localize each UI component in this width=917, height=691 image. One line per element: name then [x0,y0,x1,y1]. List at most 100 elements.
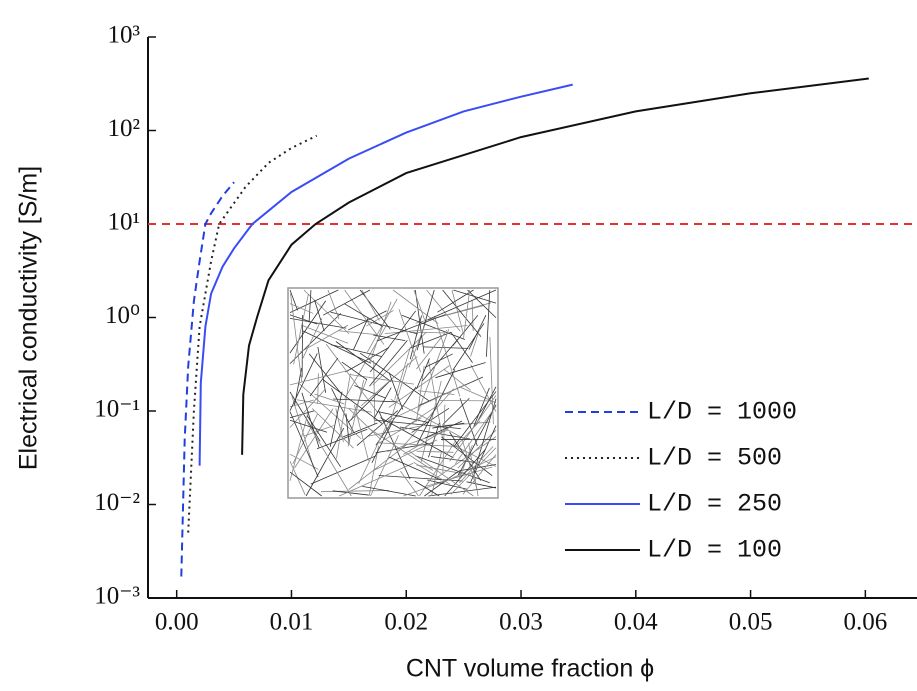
inset-fiber [413,289,425,320]
inset-fiber [301,315,304,378]
inset-fiber [467,289,497,319]
inset-fiber [289,410,309,481]
inset-fiber [359,289,391,330]
inset-fiber [303,289,350,335]
inset-fiber [372,334,406,342]
inset-fiber [371,421,393,463]
inset-fiber [398,309,422,373]
inset-fiber [416,289,435,351]
y-tick-label: 10⁻² [94,489,140,516]
inset-fiber [435,362,486,379]
inset-fiber [412,331,445,334]
inset-fiber [338,330,378,336]
inset-fiber [327,289,340,320]
inset-fiber [374,419,461,430]
inset-fiber [289,471,322,497]
inset-fiber [432,422,465,429]
inset-fiber [322,379,383,424]
inset-fiber [442,404,446,474]
inset-fiber [457,429,497,469]
inset-fiber [359,352,430,402]
inset-fiber [466,481,497,489]
inset-fiber [378,417,422,444]
inset-fiber [394,347,411,400]
inset-fiber [435,436,497,479]
inset-fiber [300,324,349,353]
inset-fiber [293,293,309,365]
inset-fiber [314,393,345,405]
inset-fiber [305,427,345,497]
inset-fiber [442,397,470,426]
inset-fiber [414,480,440,497]
y-axis-label: Electrical conductivity [S/m] [15,166,43,470]
inset-fiber [330,311,418,335]
inset-fiber [387,362,409,429]
legend-label: L/D = 250 [647,490,782,519]
inset-fiber [332,490,369,496]
inset-fiber [372,331,427,386]
inset-fiber [369,310,417,373]
x-tick-label: 0.04 [614,609,658,636]
inset-fiber [289,399,314,408]
series-line [180,181,235,577]
inset-fiber [416,464,463,474]
inset-fiber [306,415,342,468]
inset-fiber [455,420,481,448]
inset-fiber [343,422,378,438]
inset-fiber [427,479,468,490]
inset-fiber [330,344,382,357]
inset-fiber [289,289,298,311]
inset-fiber [458,444,473,480]
inset-fiber [306,421,352,497]
inset-fiber [376,314,446,342]
inset-fiber [375,386,417,446]
inset-fiber [366,298,398,353]
inset-fiber [392,289,439,324]
inset-fiber [329,391,343,447]
inset-fiber [449,431,482,481]
x-tick-label: 0.01 [270,609,314,636]
inset-fiber [354,385,387,399]
inset-fiber [430,456,475,463]
inset-fiber [401,314,466,340]
inset-fiber [416,358,430,390]
inset-fiber [459,398,478,447]
inset-fiber [317,373,319,405]
inset-fiber [449,443,497,467]
inset-fiber [427,289,497,321]
series-line [241,77,869,455]
inset-fiber [420,380,442,464]
y-tick-label: 10⁰ [105,302,140,329]
inset-fiber [403,426,451,455]
inset-fiber [358,419,390,484]
inset-fiber [291,394,315,469]
inset-fiber [423,346,469,349]
inset-fiber [375,442,434,454]
x-tick-label: 0.06 [843,609,887,636]
inset-fiber [347,379,365,447]
inset-fiber [348,444,408,490]
inset-fiber [416,329,448,370]
inset-fiber [378,411,430,423]
inset-fiber [331,388,355,433]
inset-fiber [290,293,303,382]
inset-fiber [415,455,490,484]
inset-fiber [417,369,456,445]
legend-label: L/D = 1000 [647,398,797,427]
inset-fiber [298,382,362,440]
inset-fiber [369,301,392,363]
x-tick-label: 0.03 [499,609,543,636]
inset-fiber [301,318,323,361]
inset-fiber [336,373,351,459]
inset-fiber [399,426,471,440]
inset-fiber [462,454,497,495]
inset-fiber [417,390,455,395]
inset-fiber [366,310,394,327]
inset-fiber [451,289,464,335]
inset-fiber [341,361,367,380]
inset-fiber [455,405,497,464]
y-tick-label: 10¹ [108,209,141,236]
inset-fiber [416,366,425,422]
y-tick-label: 10⁻¹ [94,396,140,423]
